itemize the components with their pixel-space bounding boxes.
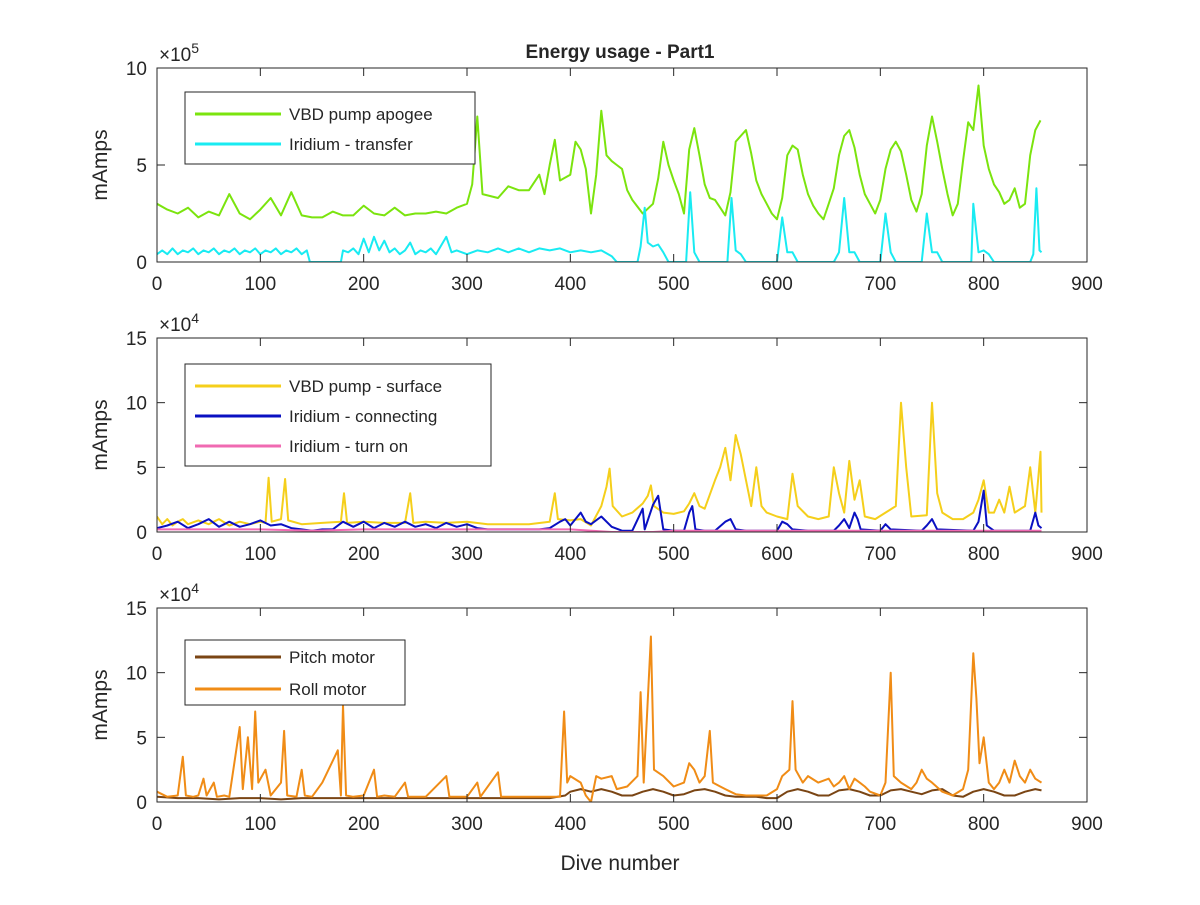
x-tick-label: 600 bbox=[761, 274, 793, 295]
x-tick-label: 100 bbox=[244, 544, 276, 565]
legend-entry: Roll motor bbox=[289, 680, 367, 699]
legend-entry: Iridium - transfer bbox=[289, 135, 413, 154]
series-line-2-3 bbox=[157, 528, 1042, 532]
x-tick-label: 900 bbox=[1071, 814, 1103, 835]
y-exponent-label: ×104 bbox=[159, 310, 199, 336]
x-tick-label: 100 bbox=[244, 814, 276, 835]
x-tick-label: 500 bbox=[658, 814, 690, 835]
axes-box bbox=[156, 607, 1088, 803]
x-tick-label: 700 bbox=[864, 814, 896, 835]
y-exponent-power: 5 bbox=[191, 40, 199, 56]
y-tick-label: 10 bbox=[126, 59, 147, 80]
legend: VBD pump - surface Iridium - connecting Ir… bbox=[184, 363, 492, 467]
y-tick-label: 10 bbox=[126, 394, 147, 415]
x-tick-label: 800 bbox=[968, 274, 1000, 295]
x-tick-label: 800 bbox=[968, 544, 1000, 565]
y-axis-label: mAmps bbox=[89, 669, 112, 740]
axes-box bbox=[156, 337, 1088, 533]
y-tick-label: 15 bbox=[126, 329, 147, 350]
series-line-1-1 bbox=[157, 84, 1042, 221]
legend-entry: Iridium - turn on bbox=[289, 437, 408, 456]
x-tick-label: 0 bbox=[152, 814, 163, 835]
x-tick-label: 900 bbox=[1071, 544, 1103, 565]
y-exponent-label: ×105 bbox=[159, 40, 199, 66]
x-tick-label: 200 bbox=[348, 544, 380, 565]
y-tick-label: 0 bbox=[136, 253, 147, 274]
x-tick-label: 300 bbox=[451, 814, 483, 835]
x-tick-label: 400 bbox=[554, 274, 586, 295]
x-tick-label: 500 bbox=[658, 274, 690, 295]
x-tick-label: 700 bbox=[864, 544, 896, 565]
legend: VBD pump apogee Iridium - transfer bbox=[184, 91, 476, 165]
chart-panel-2: 0 100 200 300 400 500 600 700 800 900 0 5 10 15 ×104 mA… bbox=[89, 310, 1103, 565]
x-tick-label: 200 bbox=[348, 814, 380, 835]
y-tick-label: 5 bbox=[136, 156, 147, 177]
y-tick-label: 0 bbox=[136, 523, 147, 544]
y-axis-label: mAmps bbox=[89, 399, 112, 470]
y-tick-label: 15 bbox=[126, 599, 147, 620]
legend-entry: VBD pump apogee bbox=[289, 105, 433, 124]
y-exponent-power: 4 bbox=[191, 580, 199, 596]
legend: Pitch motor Roll motor bbox=[184, 639, 406, 706]
x-tick-label: 500 bbox=[658, 544, 690, 565]
x-tick-label: 700 bbox=[864, 274, 896, 295]
chart-panel-1: 0 100 200 300 400 500 600 700 800 900 0 5 10 ×105 mAmp… bbox=[89, 40, 1103, 295]
x-tick-label: 300 bbox=[451, 544, 483, 565]
chart-title: Energy usage - Part1 bbox=[525, 42, 714, 63]
legend-entry: VBD pump - surface bbox=[289, 377, 442, 396]
y-tick-label: 10 bbox=[126, 664, 147, 685]
y-exponent-label: ×104 bbox=[159, 580, 199, 606]
y-tick-label: 0 bbox=[136, 793, 147, 814]
x-tick-label: 200 bbox=[348, 274, 380, 295]
x-tick-label: 300 bbox=[451, 274, 483, 295]
series-line-3-1 bbox=[157, 788, 1042, 801]
y-tick-label: 5 bbox=[136, 458, 147, 479]
y-exponent-power: 4 bbox=[191, 310, 199, 326]
x-tick-label: 600 bbox=[761, 814, 793, 835]
x-axis-label: Dive number bbox=[560, 852, 679, 875]
x-tick-label: 600 bbox=[761, 544, 793, 565]
series-line-3-2 bbox=[157, 635, 1043, 802]
x-tick-label: 900 bbox=[1071, 274, 1103, 295]
y-tick-label: 5 bbox=[136, 728, 147, 749]
legend-entry: Pitch motor bbox=[289, 648, 375, 667]
legend-box bbox=[184, 91, 476, 165]
series-line-1-2 bbox=[157, 187, 1043, 262]
x-tick-label: 400 bbox=[554, 544, 586, 565]
legend-box bbox=[184, 639, 406, 706]
x-tick-label: 0 bbox=[152, 274, 163, 295]
x-tick-label: 400 bbox=[554, 814, 586, 835]
x-tick-label: 800 bbox=[968, 814, 1000, 835]
legend-entry: Iridium - connecting bbox=[289, 407, 437, 426]
x-tick-label: 0 bbox=[152, 544, 163, 565]
y-axis-label: mAmps bbox=[89, 129, 112, 200]
x-tick-label: 100 bbox=[244, 274, 276, 295]
series-line-2-1 bbox=[157, 401, 1043, 527]
chart-panel-3: 0 100 200 300 400 500 600 700 800 900 0 5 10 15 ×104 mA… bbox=[89, 580, 1103, 835]
